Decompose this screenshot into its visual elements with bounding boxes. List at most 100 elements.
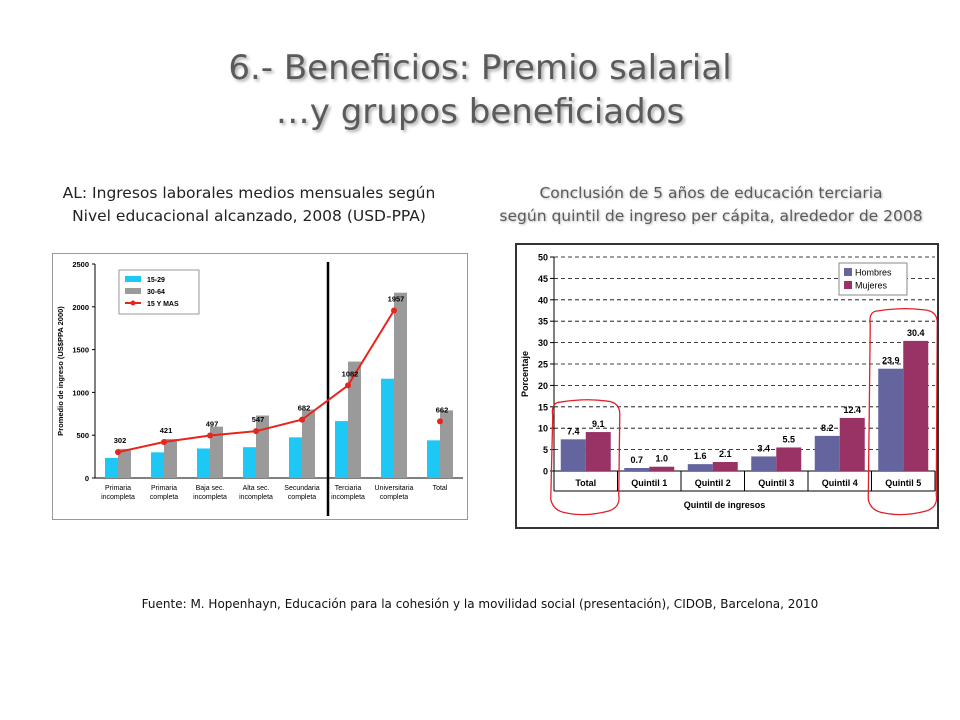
legend-label: 15 Y MAS (147, 301, 179, 308)
category-label: Terciaria (335, 485, 362, 492)
right-caption-line2: según quintil de ingreso per cápita, alr… (499, 207, 923, 225)
bar-value-label: 2.1 (719, 449, 732, 459)
legend-label: Mujeres (855, 281, 888, 291)
category-label: incompleta (239, 494, 273, 501)
y-tick-label: 10 (538, 424, 548, 434)
left-caption-line1: AL: Ingresos laborales medios mensuales … (62, 184, 436, 202)
bar-hombres (687, 464, 713, 471)
line-point (391, 307, 397, 314)
bar-15-29 (289, 437, 302, 478)
category-label: incompleta (101, 494, 135, 501)
y-tick-label: 20 (538, 381, 548, 391)
bar-value-label: 23.9 (882, 356, 900, 366)
category-label: incompleta (331, 494, 365, 501)
bar-value-label: 1.0 (655, 454, 668, 464)
y-tick-label: 35 (538, 317, 548, 327)
category-label: Alta sec. (243, 485, 270, 492)
bar-15-29 (197, 448, 210, 478)
y-tick-label: 40 (538, 295, 548, 305)
bar-mujeres (839, 417, 865, 471)
y-tick-label: 45 (538, 274, 548, 284)
legend-label: Hombres (855, 268, 892, 278)
left-chart-caption: AL: Ingresos laborales medios mensuales … (44, 182, 454, 228)
bar-value-label: 0.7 (630, 455, 643, 465)
y-tick-label: 500 (76, 431, 89, 440)
legend-label: 30-64 (147, 289, 165, 296)
income-by-education-chart: 0 500 1000 1500 2000 2500 Promedio de ingreso … (52, 253, 468, 520)
right-caption-line1: Conclusión de 5 años de educación tercia… (539, 184, 883, 202)
y-tick-label: 2500 (72, 260, 89, 269)
category-label: incompleta (193, 494, 227, 501)
bar-15-29 (105, 457, 118, 478)
category-label: Baja sec. (196, 485, 225, 492)
bar-30-64 (394, 292, 407, 478)
legend-swatch-hombres (844, 268, 852, 276)
bar-hombres (814, 435, 840, 471)
bar-value-label: 5.5 (782, 434, 795, 444)
category-label: completa (288, 494, 317, 501)
tertiary-chart-svg: 0 5 10 15 20 25 30 35 40 45 50 Porcentaje 7.4 9.1 Tota… (520, 253, 938, 516)
y-tick-label: 1000 (72, 388, 89, 397)
category-label: Quintil 5 (885, 478, 921, 488)
line-point (437, 418, 443, 425)
y-tick-label: 1500 (72, 346, 89, 355)
y-tick-label: 25 (538, 360, 548, 370)
bar-30-64 (302, 409, 315, 478)
legend-label: 15-29 (147, 277, 165, 284)
line-value-label: 302 (114, 436, 127, 445)
category-label: Total (433, 485, 448, 492)
bar-30-64 (210, 426, 223, 478)
left-caption-line2: Nivel educacional alcanzado, 2008 (USD-P… (72, 207, 426, 225)
line-value-label: 497 (206, 419, 219, 428)
bar-value-label: 7.4 (567, 426, 580, 436)
bar-value-label: 1.6 (694, 451, 707, 461)
line-point (161, 438, 167, 445)
legend-swatch-15-29 (125, 276, 141, 282)
category-label: Quintil 4 (822, 478, 858, 488)
line-value-label: 682 (298, 404, 311, 413)
bar-mujeres (776, 447, 802, 471)
bar-30-64 (164, 439, 177, 478)
y-axis-label: Promedio de ingreso (US$PPA 2000) (56, 306, 65, 436)
bar-value-label: 30.4 (907, 328, 925, 338)
bar-hombres (624, 468, 650, 471)
category-label: Universitaria (375, 485, 414, 492)
bar-30-64 (348, 361, 361, 478)
line-point (207, 432, 213, 439)
y-tick-label: 2000 (72, 303, 89, 312)
right-chart-caption: Conclusión de 5 años de educación tercia… (466, 182, 956, 228)
bar-value-label: 8.2 (821, 423, 834, 433)
category-label: Quintil 2 (695, 478, 731, 488)
source-note: Fuente: M. Hopenhayn, Educación para la … (141, 597, 819, 611)
bar-value-label: 9.1 (592, 419, 605, 429)
bar-hombres (751, 456, 777, 471)
line-point (253, 428, 259, 435)
line-value-label: 547 (252, 415, 265, 424)
x-axis-label: Quintil de ingresos (684, 500, 766, 510)
y-tick-label: 0 (543, 467, 548, 477)
line-value-label: 1082 (342, 369, 359, 378)
line-point (115, 449, 121, 456)
slide-title-line2: …y grupos beneficiados (275, 92, 685, 132)
bar-30-64 (118, 448, 131, 478)
category-label: Primaria (105, 485, 131, 492)
bar-30-64 (256, 415, 269, 478)
bar-value-label: 3.4 (757, 443, 770, 453)
category-label: Total (575, 478, 596, 488)
line-value-label: 1957 (388, 294, 405, 303)
y-tick-label: 5 (543, 445, 548, 455)
category-label: Quintil 3 (758, 478, 794, 488)
line-value-label: 421 (160, 426, 173, 435)
bar-mujeres (649, 466, 675, 471)
bar-hombres (878, 368, 904, 471)
legend-swatch-point (130, 300, 136, 306)
slide-title-line1: 6.- Beneficios: Premio salarial (228, 48, 732, 88)
bar-value-label: 12.4 (843, 405, 861, 415)
income-chart-svg: 0 500 1000 1500 2000 2500 Promedio de ingreso … (56, 260, 463, 516)
bar-mujeres (712, 462, 738, 471)
bar-15-29 (243, 447, 256, 478)
bar-15-29 (335, 421, 348, 478)
bar-30-64 (440, 410, 453, 478)
bar-15-29 (427, 440, 440, 478)
legend-swatch-30-64 (125, 288, 141, 294)
